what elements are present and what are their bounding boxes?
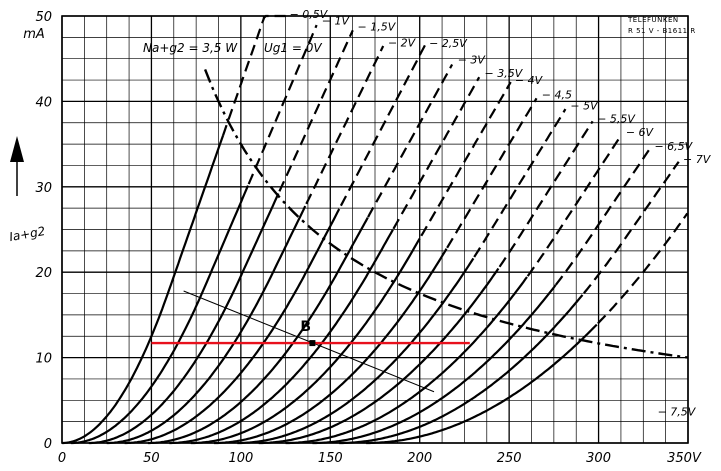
x-tick-label: 250 [497,451,522,466]
y-axis-title: Ia+g2 [8,224,46,244]
curve-solid [285,276,528,445]
curve-dashed [554,149,650,286]
curve-solid [366,323,598,445]
curve-label: − 0,5V [290,8,329,21]
y-tick-label: 40 [35,95,52,110]
curve-dashed [583,161,680,294]
power-annotation: Na+g2 = 3,5 W [143,41,238,55]
curve-label: − 7V [683,153,712,166]
curve-label: − 2,5V [429,37,468,50]
curve-dashed [278,29,354,192]
y-tick-label: 20 [35,266,52,281]
curve-label: − 7,5V [658,406,697,419]
y-unit-label: mA [23,27,45,42]
curve-solid [169,229,394,445]
curve-solid [258,267,500,445]
curve-label: − 5,5V [597,112,636,125]
y-axis-arrow-icon [10,136,24,196]
y-tick-label: 50 [35,10,52,25]
curve-dashed [305,45,385,205]
curve-solid [237,257,475,445]
curve-label: − 6V [626,126,655,139]
y-tick-labels: 0 10 20 30 40 50 [35,10,52,452]
x-tick-label: 200 [407,451,432,466]
curve-label: − 2V [388,37,417,50]
operating-point-marker [309,340,316,347]
stamp-line-2: R 51 V - B1611 R [628,27,696,35]
curve-dashed [473,108,567,258]
x-tick-label: 50 [143,451,160,466]
curve-dashed [420,81,512,237]
curve-solid [106,205,307,445]
operating-point-label: B [300,319,311,335]
x-tick-label: 0 [58,451,66,466]
curve-label: − 5V [570,100,599,113]
curve-solid [190,238,421,445]
ug1-annotation: Ug1 = 0V [264,41,322,55]
curve-dashed [339,44,426,207]
power-hyperbola [203,68,689,359]
curve-label: − 6,5V [654,140,693,153]
stamp-line-1: TELEFUNKEN [627,16,679,24]
curves [62,14,689,445]
x-tick-label: 150 [318,451,343,466]
curve-dashed [526,135,622,277]
y-tick-label: 10 [35,352,52,367]
curve-dashed [446,97,538,249]
curve-dashed [221,14,286,136]
curve-solid [339,294,584,445]
curve-label: − 3V [458,54,487,67]
curve-dashed [392,76,481,230]
curve-label: − 3,5V [485,67,524,80]
curve-label: − 1V [322,14,351,27]
curve-solid [147,216,369,445]
curve-solid [88,193,280,445]
curve-dashed [498,120,594,268]
curve-dashed [367,63,454,218]
x-tick-label: 350V [667,451,702,466]
y-tick-label: 30 [35,181,52,196]
curve-label: − 4,5 [542,88,572,101]
curve-dashed [247,24,318,185]
curve-dashed [597,212,689,325]
load-line [183,290,435,393]
y-tick-label: 0 [44,437,52,452]
grid [61,15,689,444]
curve-solid [214,248,448,445]
curve-label: − 4V [515,74,544,87]
curve-solid [312,284,557,445]
x-tick-label: 300 [586,451,611,466]
curve-solid [124,208,341,445]
curve-solid [62,135,225,445]
curve-labels: − 0,5V− 1V − 1,5V − 2V − 2,5V − 3V− 3,5V− 4V… [290,8,712,419]
curve-solid [70,185,250,445]
x-tick-labels: 0 50 100 150 200 250 300 350V [58,451,702,466]
curve-label: − 1,5V [358,21,397,34]
x-tick-label: 100 [228,451,253,466]
